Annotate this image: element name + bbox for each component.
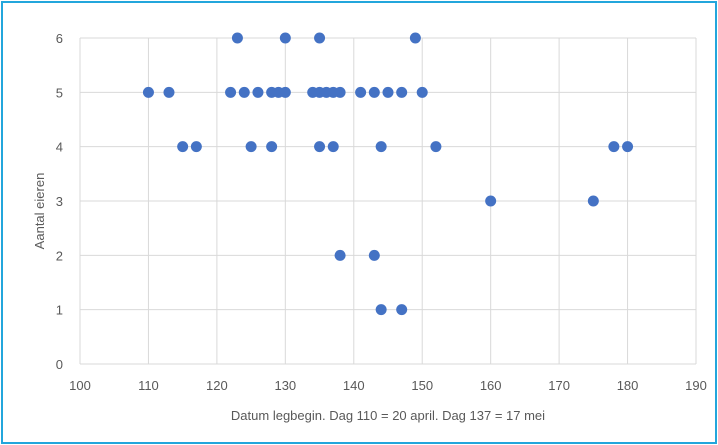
data-point xyxy=(163,86,175,98)
data-point xyxy=(622,141,634,153)
y-tick-label: 4 xyxy=(56,140,63,155)
data-point xyxy=(314,32,326,44)
data-point xyxy=(368,249,380,261)
x-tick-label: 130 xyxy=(274,378,296,393)
y-tick-label: 6 xyxy=(56,31,63,46)
data-point xyxy=(238,86,250,98)
y-tick-label: 1 xyxy=(56,303,63,318)
data-point xyxy=(396,304,408,316)
data-point xyxy=(190,141,202,153)
data-point xyxy=(279,32,291,44)
data-point xyxy=(334,249,346,261)
y-axis-title: Aantal eieren xyxy=(32,173,47,250)
x-axis-title: Datum legbegin. Dag 110 = 20 april. Dag … xyxy=(231,408,545,423)
y-tick-label: 3 xyxy=(56,194,63,209)
data-point xyxy=(485,195,497,207)
data-point xyxy=(587,195,599,207)
data-point xyxy=(409,32,421,44)
data-point xyxy=(368,86,380,98)
x-tick-label: 140 xyxy=(343,378,365,393)
data-point xyxy=(334,86,346,98)
data-point xyxy=(355,86,367,98)
data-point xyxy=(430,141,442,153)
data-point xyxy=(375,141,387,153)
y-tick-label: 2 xyxy=(56,248,63,263)
x-tick-label: 190 xyxy=(685,378,707,393)
data-point xyxy=(396,86,408,98)
y-tick-label: 5 xyxy=(56,85,63,100)
x-tick-label: 120 xyxy=(206,378,228,393)
x-tick-label: 150 xyxy=(411,378,433,393)
data-point xyxy=(177,141,189,153)
data-points xyxy=(142,32,634,316)
x-tick-label: 170 xyxy=(548,378,570,393)
x-tick-label: 100 xyxy=(69,378,91,393)
data-point xyxy=(225,86,237,98)
data-point xyxy=(608,141,620,153)
data-point xyxy=(142,86,154,98)
x-tick-label: 160 xyxy=(480,378,502,393)
data-point xyxy=(279,86,291,98)
data-point xyxy=(231,32,243,44)
data-point xyxy=(416,86,428,98)
data-point xyxy=(327,141,339,153)
x-tick-label: 180 xyxy=(617,378,639,393)
data-point xyxy=(375,304,387,316)
data-point xyxy=(382,86,394,98)
data-point xyxy=(245,141,257,153)
y-tick-label: 0 xyxy=(56,357,63,372)
data-point xyxy=(266,141,278,153)
x-tick-label: 110 xyxy=(138,378,159,393)
data-point xyxy=(314,141,326,153)
tick-labels: 100 110 120 130 140 150 160 170 180 190 0 1 2 3 4 5 6 xyxy=(56,31,707,393)
data-point xyxy=(252,86,264,98)
